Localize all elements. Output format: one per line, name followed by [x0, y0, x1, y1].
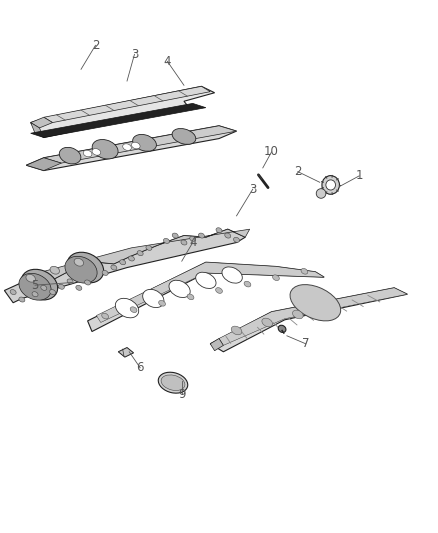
Ellipse shape	[161, 375, 185, 391]
Text: 6: 6	[136, 361, 144, 374]
Text: 9: 9	[178, 388, 186, 401]
Ellipse shape	[120, 260, 126, 265]
Ellipse shape	[143, 289, 164, 308]
Ellipse shape	[123, 144, 131, 150]
Ellipse shape	[26, 274, 35, 282]
Ellipse shape	[83, 150, 92, 157]
Ellipse shape	[102, 270, 108, 276]
Polygon shape	[88, 262, 324, 332]
Ellipse shape	[159, 301, 166, 306]
Polygon shape	[44, 86, 210, 123]
Text: 1: 1	[355, 169, 363, 182]
Ellipse shape	[215, 288, 223, 293]
Polygon shape	[219, 288, 407, 345]
Ellipse shape	[158, 372, 188, 393]
Ellipse shape	[74, 259, 84, 266]
Ellipse shape	[172, 233, 178, 238]
Text: 5: 5	[32, 279, 39, 292]
Polygon shape	[4, 229, 245, 303]
Ellipse shape	[49, 289, 56, 295]
Polygon shape	[118, 348, 134, 357]
Ellipse shape	[169, 280, 190, 297]
Ellipse shape	[244, 281, 251, 287]
Ellipse shape	[19, 297, 25, 302]
Ellipse shape	[278, 325, 286, 333]
Polygon shape	[26, 126, 237, 171]
Ellipse shape	[76, 285, 82, 290]
Ellipse shape	[111, 265, 117, 270]
Ellipse shape	[222, 267, 242, 283]
Ellipse shape	[50, 266, 60, 274]
Ellipse shape	[163, 238, 170, 244]
Ellipse shape	[67, 252, 104, 283]
Ellipse shape	[130, 307, 137, 312]
Text: 10: 10	[264, 146, 279, 158]
Ellipse shape	[137, 251, 143, 256]
Text: 4: 4	[163, 55, 171, 68]
Ellipse shape	[131, 142, 140, 149]
Ellipse shape	[21, 269, 58, 300]
Polygon shape	[31, 117, 53, 128]
Polygon shape	[31, 123, 44, 138]
Ellipse shape	[181, 240, 187, 245]
Ellipse shape	[92, 140, 118, 159]
Ellipse shape	[262, 318, 272, 327]
Text: 4: 4	[189, 236, 197, 249]
Text: 3: 3	[131, 48, 138, 61]
Ellipse shape	[65, 256, 97, 283]
Polygon shape	[31, 86, 215, 138]
Text: 2: 2	[92, 39, 99, 52]
Ellipse shape	[133, 134, 156, 151]
Text: 3: 3	[249, 183, 256, 196]
Ellipse shape	[187, 294, 194, 300]
Ellipse shape	[326, 180, 336, 190]
Ellipse shape	[231, 326, 242, 335]
Ellipse shape	[19, 273, 51, 300]
Ellipse shape	[128, 256, 134, 261]
Polygon shape	[210, 338, 223, 351]
Ellipse shape	[102, 313, 109, 319]
Polygon shape	[44, 126, 237, 163]
Ellipse shape	[196, 272, 216, 288]
Ellipse shape	[272, 275, 279, 280]
Polygon shape	[96, 262, 324, 322]
Ellipse shape	[67, 279, 73, 284]
Polygon shape	[210, 288, 407, 352]
Ellipse shape	[115, 298, 139, 318]
Ellipse shape	[301, 269, 308, 274]
Ellipse shape	[85, 280, 91, 285]
Ellipse shape	[293, 310, 303, 319]
Ellipse shape	[41, 285, 47, 290]
Ellipse shape	[10, 289, 16, 295]
Ellipse shape	[146, 245, 152, 251]
Polygon shape	[22, 229, 250, 287]
Ellipse shape	[172, 128, 196, 144]
Ellipse shape	[225, 233, 231, 238]
Ellipse shape	[190, 236, 196, 241]
Ellipse shape	[290, 285, 341, 321]
Ellipse shape	[59, 147, 81, 164]
Polygon shape	[26, 158, 61, 171]
Ellipse shape	[92, 149, 101, 155]
Ellipse shape	[58, 284, 64, 289]
Ellipse shape	[316, 189, 326, 198]
Polygon shape	[31, 103, 206, 138]
Ellipse shape	[216, 228, 222, 233]
Ellipse shape	[198, 233, 205, 238]
Text: 2: 2	[294, 165, 302, 178]
Ellipse shape	[233, 237, 240, 243]
Text: 7: 7	[302, 337, 310, 350]
Ellipse shape	[322, 176, 339, 194]
Ellipse shape	[32, 292, 38, 297]
